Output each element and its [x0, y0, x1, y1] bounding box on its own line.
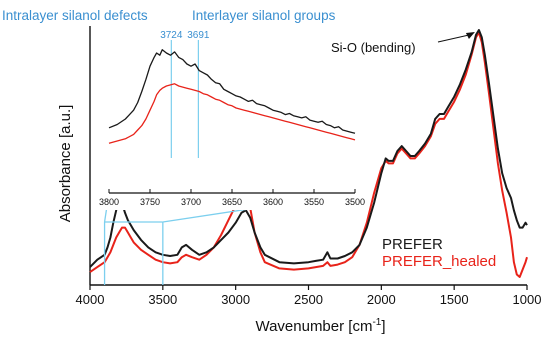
labels-layer: Intralayer silanol defects Interlayer sil…: [2, 8, 496, 270]
inset-x-tick-label: 3650: [222, 197, 242, 207]
inset-series-line-prefer-healed: [108, 83, 356, 144]
inset-x-tick-label: 3750: [140, 197, 160, 207]
legend-entry-prefer-healed: PREFER_healed: [382, 253, 496, 270]
annotation-si-o-bending: Si-O (bending): [331, 40, 416, 55]
inset-x-tick-label: 3800: [99, 197, 119, 207]
annotation-arrow-head: [465, 32, 475, 39]
legend-entry-prefer: PREFER: [382, 236, 443, 253]
group-label-intralayer: Intralayer silanol defects: [2, 8, 148, 23]
main-plot: 4000 3500 3000 2500 2000 1500 1000 Wavenumber […: [57, 26, 541, 335]
main-x-tick-label: 3000: [221, 292, 250, 307]
inset-background: [103, 38, 361, 210]
main-series-line-prefer: [89, 29, 528, 268]
inset-x-tick-label: 3500: [345, 197, 365, 207]
inset-x-tick-label: 3700: [181, 197, 201, 207]
annotation-arrow-line: [437, 34, 470, 43]
inset-plot: 3800 3750 3700 3650 3600 3550 3500 3724 3691: [99, 30, 365, 210]
main-x-axis-title: Wavenumber [cm-1]: [255, 317, 385, 335]
main-x-tick-label: 1000: [513, 292, 541, 307]
inset-x-tick-label: 3550: [304, 197, 324, 207]
inset-reference-label-3724: 3724: [160, 30, 183, 41]
main-x-tick-label: 2500: [294, 292, 323, 307]
inset-x-tick-label: 3600: [263, 197, 283, 207]
main-x-tick-label: 3500: [148, 292, 177, 307]
inset-series-line-prefer: [108, 49, 356, 134]
main-x-tick-label: 2000: [367, 292, 396, 307]
main-x-tick-label: 4000: [76, 292, 105, 307]
main-y-axis-title: Absorbance [a.u.]: [57, 105, 74, 223]
group-label-interlayer: Interlayer silanol groups: [192, 8, 336, 23]
inset-reference-label-3691: 3691: [187, 30, 210, 41]
main-x-tick-label: 1500: [440, 292, 469, 307]
main-series-line-prefer-healed: [89, 31, 528, 278]
